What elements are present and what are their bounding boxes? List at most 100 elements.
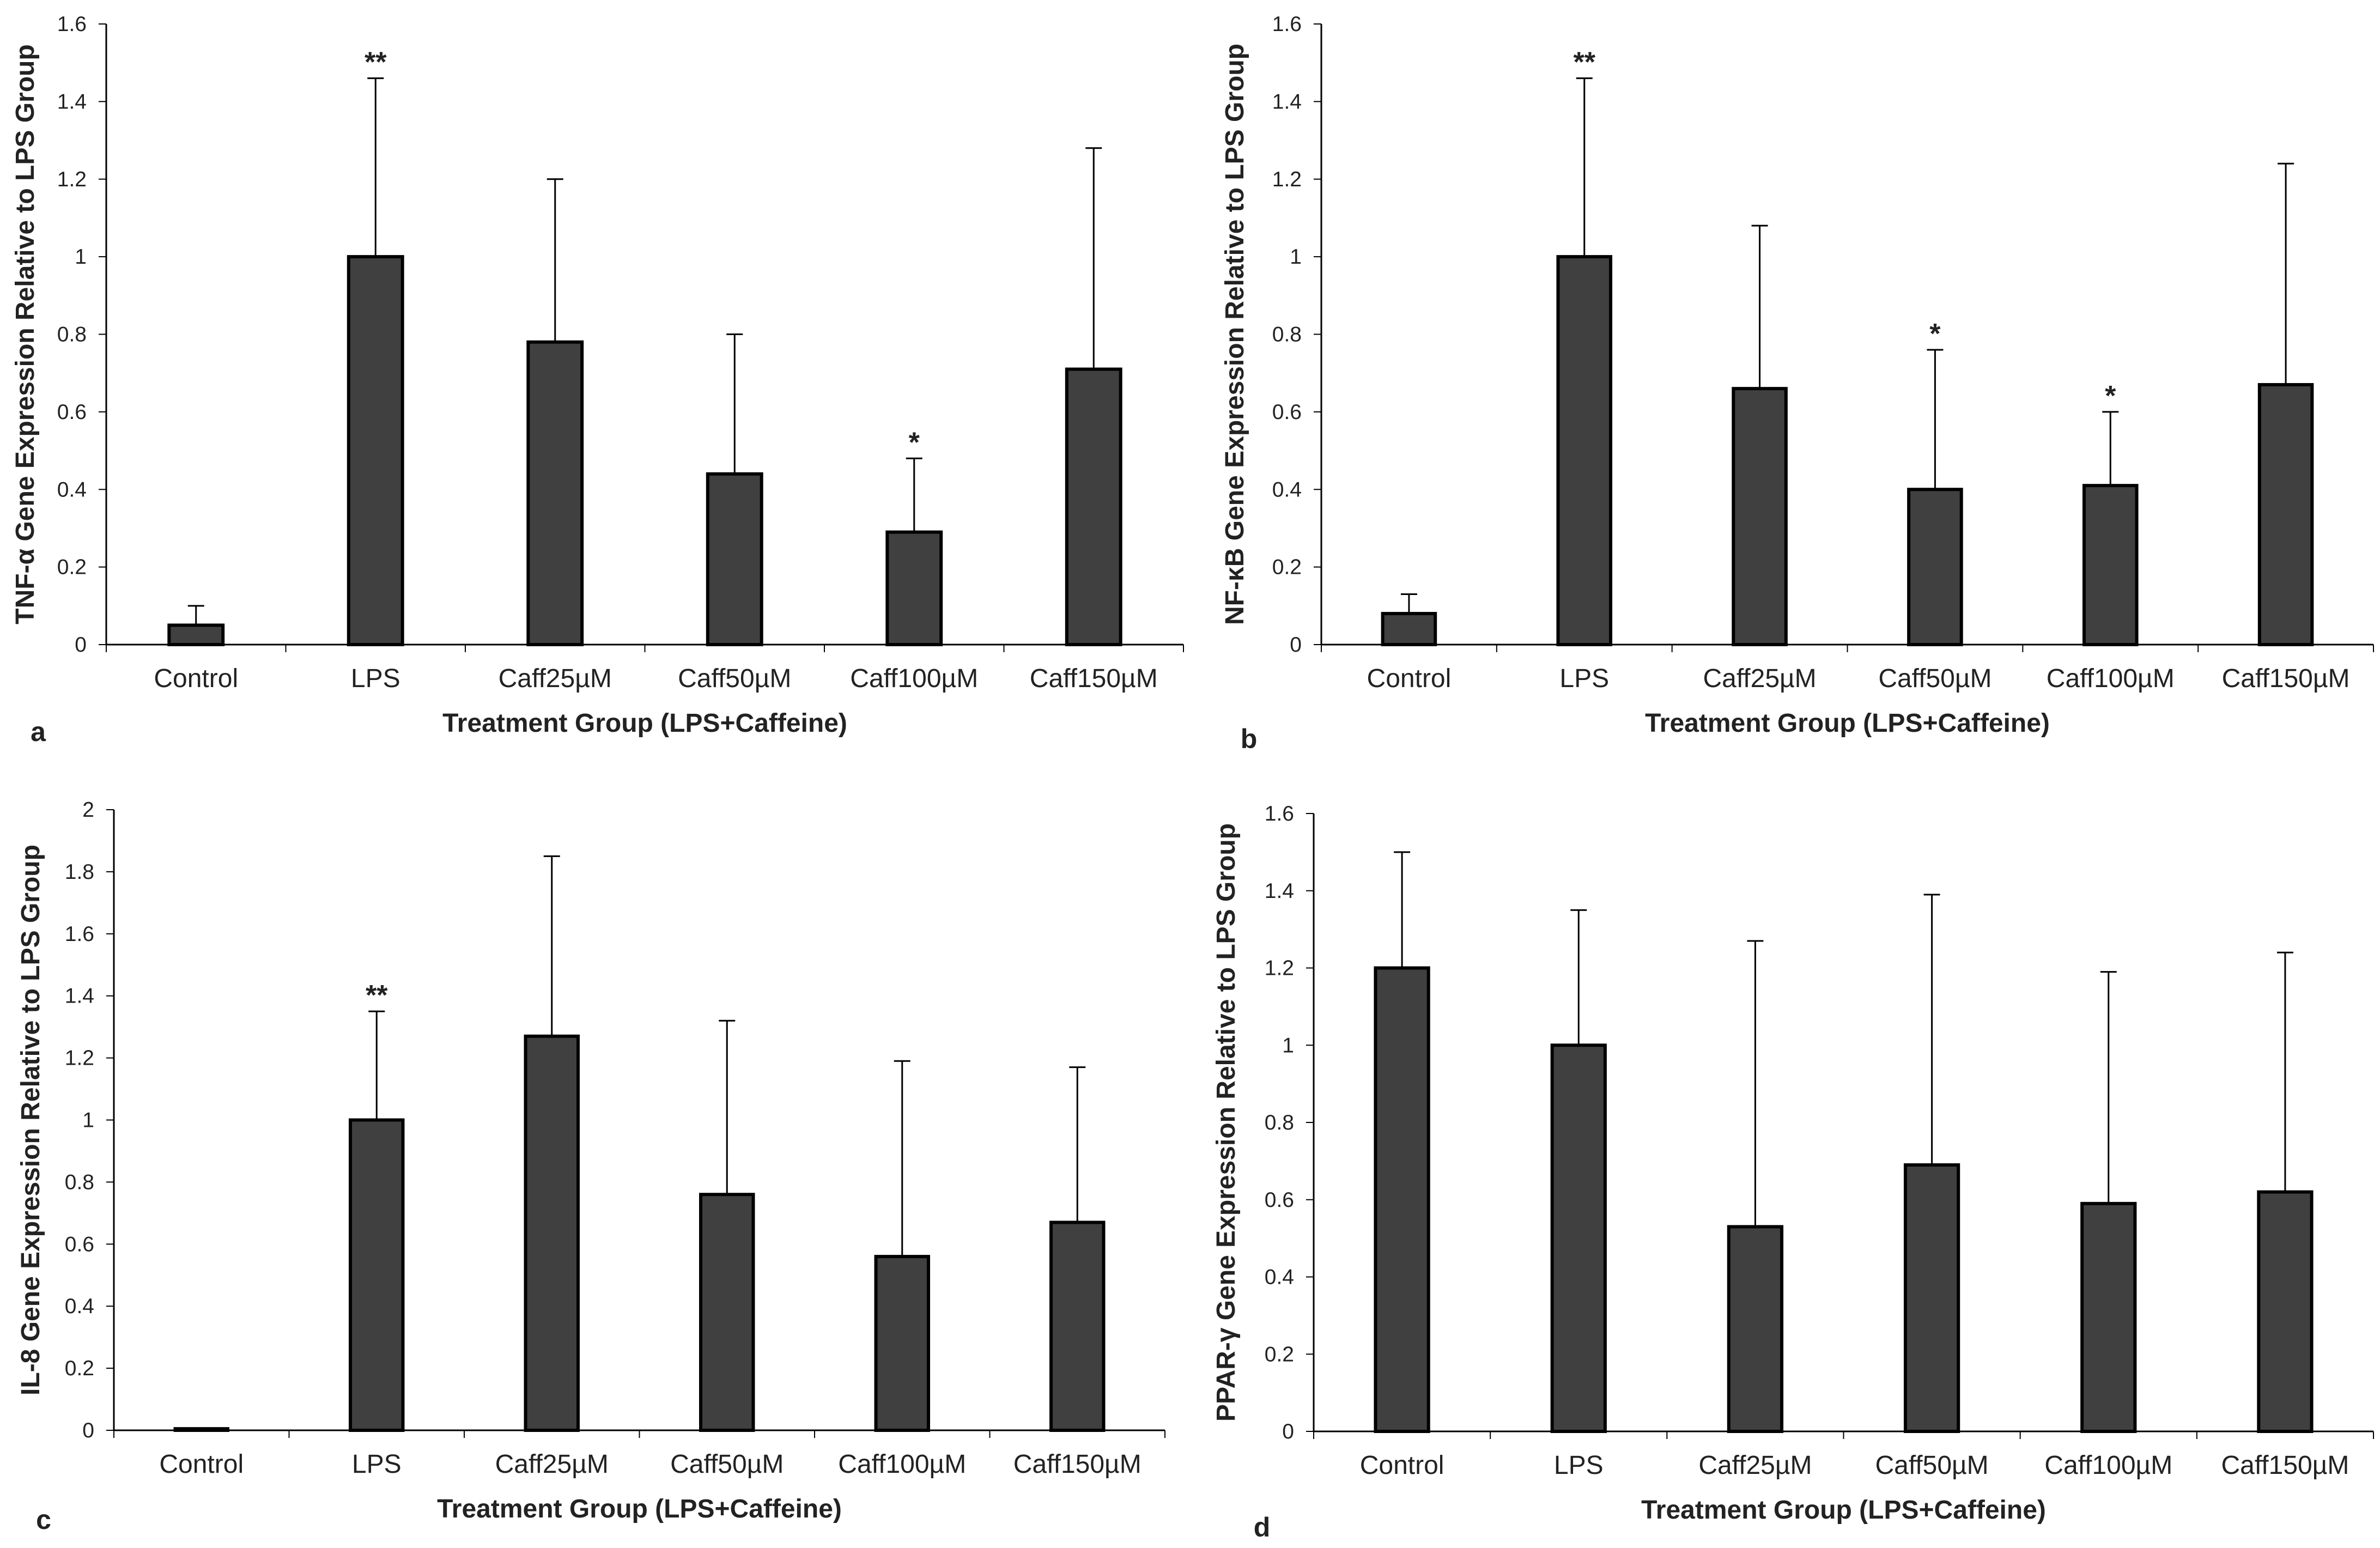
x-category-label-a: Caff100µM	[850, 664, 978, 693]
x-axis-title-d: Treatment Group (LPS+Caffeine)	[1641, 1496, 2046, 1525]
x-category-label-c: Caff25µM	[495, 1450, 609, 1479]
y-tick-label-c: 1.8	[65, 860, 94, 884]
bar-b	[2082, 484, 2139, 646]
y-tick-label-a: 1.4	[57, 90, 87, 113]
bar-c	[1049, 1221, 1106, 1432]
bar-a	[526, 340, 584, 646]
x-category-label-a: Control	[154, 664, 238, 693]
x-category-label-b: Control	[1367, 664, 1452, 693]
y-tick-label-d: 1	[1282, 1034, 1294, 1057]
y-tick-label-b: 1	[1290, 245, 1302, 269]
bar-c	[874, 1255, 930, 1432]
y-tick-label-b: 0.6	[1272, 400, 1302, 424]
bar-b	[1732, 387, 1788, 646]
significance-mark-b: *	[2105, 380, 2116, 412]
bar-b	[1556, 255, 1613, 646]
panel-letter-b: b	[1241, 724, 1258, 754]
y-tick-label-c: 2	[82, 798, 94, 822]
x-category-label-c: LPS	[352, 1450, 402, 1479]
chart-panel-b: 0 0.2 0.4 0.6 0.8 1 1.2 1.4 1.6 Control ** LPS Caff2…	[1190, 0, 2380, 774]
y-tick-label-b: 0	[1290, 633, 1302, 657]
x-category-label-d: Caff100µM	[2044, 1451, 2172, 1480]
significance-mark-a: *	[909, 427, 920, 458]
x-category-label-b: LPS	[1559, 664, 1609, 693]
x-category-label-a: Caff150µM	[1030, 664, 1158, 693]
bar-a	[885, 530, 943, 647]
bar-c	[349, 1118, 405, 1432]
y-tick-label-d: 1.6	[1265, 802, 1294, 825]
x-category-label-d: Caff50µM	[1875, 1451, 1988, 1480]
x-category-label-c: Caff50µM	[670, 1450, 784, 1479]
x-category-label-d: Caff25µM	[1698, 1451, 1812, 1480]
bar-b	[1907, 488, 1963, 646]
y-tick-label-a: 0.2	[57, 556, 87, 579]
significance-mark-b: *	[1929, 318, 1941, 350]
x-category-label-d: Caff150µM	[2221, 1451, 2349, 1480]
x-category-label-a: Caff50µM	[678, 664, 791, 693]
y-axis-title-d: PPAR-γ Gene Expression Relative to LPS G…	[1212, 823, 1241, 1422]
x-axis-title-a: Treatment Group (LPS+Caffeine)	[442, 709, 847, 738]
y-axis-title-a: TNF-α Gene Expression Relative to LPS Gr…	[11, 44, 40, 624]
significance-mark-c: **	[366, 980, 388, 1011]
significance-mark-a: **	[365, 47, 387, 78]
x-category-label-b: Caff150µM	[2222, 664, 2350, 693]
panel-letter-c: c	[36, 1504, 51, 1535]
x-axis-title-c: Treatment Group (LPS+Caffeine)	[437, 1495, 842, 1523]
x-category-label-a: Caff25µM	[499, 664, 612, 693]
y-tick-label-d: 1.4	[1265, 879, 1294, 903]
bar-c	[699, 1193, 755, 1432]
bar-a	[706, 472, 763, 647]
bar-d	[1374, 966, 1430, 1433]
x-category-label-d: LPS	[1554, 1451, 1604, 1480]
y-tick-label-c: 0.8	[65, 1170, 94, 1194]
y-tick-label-d: 0.6	[1265, 1188, 1294, 1212]
y-tick-label-c: 1	[82, 1109, 94, 1132]
chart-c-svg: 0 0.2 0.4 0.6 0.8 1 1.2 1.4 1.6 1.8 2 Control ** LPS C…	[16, 798, 1165, 1535]
y-tick-label-c: 1.6	[65, 922, 94, 946]
y-tick-label-a: 0.8	[57, 323, 87, 347]
significance-mark-b: **	[1574, 47, 1596, 78]
y-tick-label-b: 1.4	[1272, 90, 1302, 113]
bar-a	[347, 255, 404, 646]
y-tick-label-b: 1.6	[1272, 13, 1302, 36]
panel-letter-a: a	[31, 717, 46, 747]
y-tick-label-b: 0.8	[1272, 323, 1302, 347]
y-tick-label-a: 1.6	[57, 13, 87, 36]
y-tick-label-a: 0.6	[57, 400, 87, 424]
x-axis-title-b: Treatment Group (LPS+Caffeine)	[1645, 709, 2050, 738]
y-tick-label-d: 0.8	[1265, 1111, 1294, 1134]
bar-b	[1381, 612, 1437, 647]
chart-panel-c: 0 0.2 0.4 0.6 0.8 1 1.2 1.4 1.6 1.8 2 Control ** LPS C…	[0, 774, 1190, 1547]
y-axis-title-b: NF-κB Gene Expression Relative to LPS Gr…	[1221, 44, 1249, 625]
y-tick-label-c: 1.2	[65, 1047, 94, 1070]
chart-panel-d: 0 0.2 0.4 0.6 0.8 1 1.2 1.4 1.6 Control LPS Caff25µ…	[1190, 774, 2380, 1547]
bar-a	[167, 623, 225, 646]
y-tick-label-b: 0.4	[1272, 478, 1302, 501]
y-axis-title-c: IL-8 Gene Expression Relative to LPS Gro…	[16, 845, 45, 1395]
y-tick-label-c: 0.4	[65, 1295, 94, 1318]
chart-d-svg: 0 0.2 0.4 0.6 0.8 1 1.2 1.4 1.6 Control LPS Caff25µ…	[1212, 802, 2374, 1543]
y-tick-label-a: 0	[75, 633, 87, 657]
panel-letter-d: d	[1254, 1512, 1271, 1543]
bar-c	[173, 1427, 229, 1432]
bar-c	[524, 1034, 580, 1432]
y-tick-label-a: 1	[75, 245, 87, 269]
x-category-label-b: Caff100µM	[2047, 664, 2175, 693]
y-tick-label-c: 0.2	[65, 1357, 94, 1380]
y-tick-label-c: 0	[82, 1419, 94, 1442]
y-tick-label-c: 0.6	[65, 1233, 94, 1256]
bar-b	[2257, 383, 2314, 646]
x-category-label-b: Caff50µM	[1878, 664, 1992, 693]
x-category-label-c: Control	[159, 1450, 244, 1479]
x-category-label-c: Caff100µM	[838, 1450, 966, 1479]
y-tick-label-b: 0.2	[1272, 556, 1302, 579]
bar-d	[2080, 1201, 2137, 1434]
chart-panel-a: 0 0.2 0.4 0.6 0.8 1 1.2 1.4 1.6 Control ** LPS Caff2…	[0, 0, 1190, 774]
chart-a-svg: 0 0.2 0.4 0.6 0.8 1 1.2 1.4 1.6 Control ** LPS Caff2…	[11, 13, 1184, 747]
y-tick-label-d: 1.2	[1265, 957, 1294, 980]
bar-d	[1903, 1163, 1960, 1434]
y-tick-label-d: 0	[1282, 1420, 1294, 1443]
y-tick-label-c: 1.4	[65, 985, 94, 1008]
